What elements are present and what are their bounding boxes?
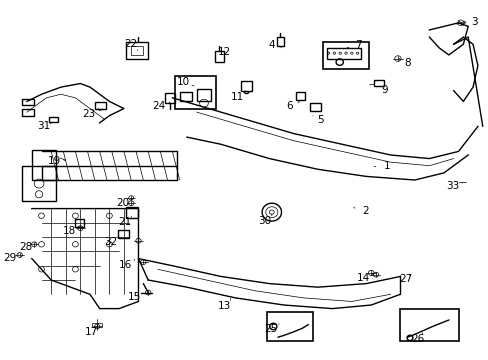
Text: 19: 19 [47,157,61,166]
Text: 22: 22 [124,39,137,49]
Text: 16: 16 [119,260,132,270]
Text: 15: 15 [128,292,141,302]
Text: 29: 29 [3,253,16,263]
Text: 28: 28 [20,242,33,252]
Text: 1: 1 [383,161,389,171]
Text: 30: 30 [258,216,271,226]
Bar [75,219,84,227]
Bar [126,42,148,59]
Text: 31: 31 [37,121,50,131]
Bar [175,76,216,109]
Bar [241,81,251,91]
Bar [49,117,58,122]
Bar [326,48,360,59]
Text: 4: 4 [268,40,275,50]
Text: 33: 33 [445,181,458,192]
Text: 26: 26 [410,334,424,343]
Bar [295,92,304,100]
Bar [400,309,458,342]
Text: 14: 14 [356,273,369,283]
Text: 12: 12 [218,47,231,57]
Text: 32: 32 [103,237,117,247]
Text: 24: 24 [152,102,165,111]
Text: 18: 18 [63,226,76,236]
Text: 6: 6 [286,102,292,111]
Text: 5: 5 [316,115,323,125]
Bar [131,46,143,55]
Text: 17: 17 [84,327,98,337]
Bar [165,93,175,103]
Bar [126,207,138,217]
Bar [196,89,211,102]
Bar [22,99,34,105]
Text: 21: 21 [118,217,131,227]
Bar [32,150,56,180]
Text: 2: 2 [361,206,368,216]
Bar [22,109,34,116]
Text: 13: 13 [217,301,230,311]
Bar [22,166,56,202]
Text: 9: 9 [381,85,387,95]
Bar [276,37,284,46]
Bar [215,51,224,62]
Text: 25: 25 [264,324,277,334]
Bar [179,93,191,102]
Text: 11: 11 [231,92,244,102]
Bar [118,230,128,238]
Bar [373,80,384,86]
Bar [92,323,102,327]
Text: 7: 7 [354,40,361,50]
Text: 8: 8 [404,58,410,68]
Bar [266,312,312,341]
Bar [309,103,320,111]
Text: 3: 3 [470,17,476,27]
Text: 20: 20 [116,198,129,208]
Text: 10: 10 [176,77,189,87]
Bar [322,42,368,69]
Text: 23: 23 [82,109,96,119]
Bar [95,102,105,109]
Text: 27: 27 [398,274,411,284]
